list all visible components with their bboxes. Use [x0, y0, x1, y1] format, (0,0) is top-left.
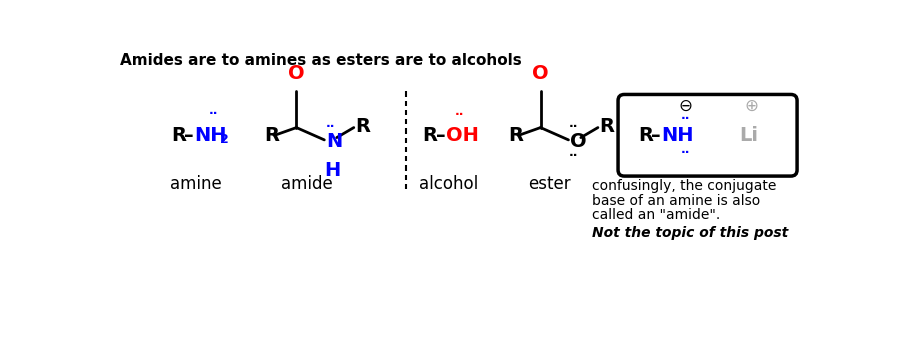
Text: R: R	[355, 117, 371, 136]
Text: ester: ester	[528, 175, 570, 193]
Text: N: N	[326, 132, 342, 151]
Text: –: –	[436, 126, 446, 145]
Text: ··: ··	[326, 120, 336, 132]
Text: R: R	[423, 126, 437, 145]
Text: R: R	[508, 126, 523, 145]
Text: –: –	[651, 126, 661, 145]
Text: O: O	[288, 64, 305, 83]
Text: confusingly, the conjugate: confusingly, the conjugate	[592, 179, 776, 193]
Text: ··: ··	[681, 112, 690, 125]
Text: called an "amide".: called an "amide".	[592, 209, 720, 222]
Text: ⊕: ⊕	[744, 97, 759, 115]
Text: –: –	[184, 126, 194, 145]
Text: amide: amide	[281, 175, 332, 193]
Text: Amides are to amines as esters are to alcohols: Amides are to amines as esters are to al…	[121, 53, 522, 68]
Text: ⊖: ⊖	[678, 97, 693, 115]
Text: R: R	[600, 117, 614, 136]
Text: ··: ··	[208, 107, 218, 120]
Text: ··: ··	[569, 149, 578, 162]
Text: 2: 2	[220, 134, 229, 146]
Text: ··: ··	[455, 108, 464, 121]
Text: Not the topic of this post: Not the topic of this post	[592, 226, 788, 240]
Text: H: H	[324, 162, 340, 180]
Text: R: R	[264, 126, 279, 145]
Text: amine: amine	[170, 175, 222, 193]
Text: ··: ··	[569, 120, 578, 132]
Text: NH: NH	[194, 126, 226, 145]
Text: NH: NH	[661, 126, 694, 145]
Text: O: O	[532, 64, 548, 83]
Text: O: O	[570, 132, 586, 151]
Text: R: R	[639, 126, 653, 145]
Text: base of an amine is also: base of an amine is also	[592, 194, 760, 208]
Text: Li: Li	[739, 126, 758, 145]
Text: alcohol: alcohol	[419, 175, 478, 193]
Text: ··: ··	[681, 146, 690, 159]
Text: R: R	[170, 126, 186, 145]
Text: OH: OH	[446, 126, 479, 145]
FancyBboxPatch shape	[618, 94, 797, 176]
